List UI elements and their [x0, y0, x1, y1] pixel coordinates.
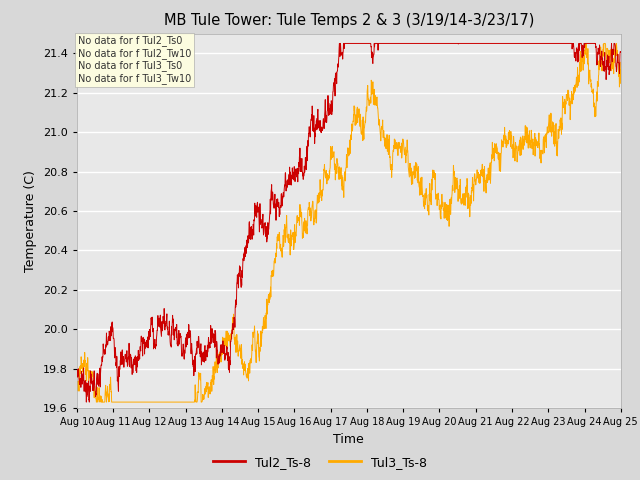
Tul3_Ts-8	[602, 42, 609, 48]
Title: MB Tule Tower: Tule Temps 2 & 3 (3/19/14-3/23/17): MB Tule Tower: Tule Temps 2 & 3 (3/19/14…	[164, 13, 534, 28]
Text: No data for f Tul2_Ts0
No data for f Tul2_Tw10
No data for f Tul3_Ts0
No data fo: No data for f Tul2_Ts0 No data for f Tul…	[78, 36, 191, 84]
Y-axis label: Temperature (C): Temperature (C)	[24, 170, 37, 272]
Tul3_Ts-8	[617, 60, 625, 65]
Tul3_Ts-8	[338, 183, 346, 189]
Legend: Tul2_Ts-8, Tul3_Ts-8: Tul2_Ts-8, Tul3_Ts-8	[209, 451, 431, 474]
Tul2_Ts-8	[617, 49, 625, 55]
Tul2_Ts-8	[338, 50, 346, 56]
Tul3_Ts-8	[93, 399, 100, 405]
Tul2_Ts-8	[101, 351, 109, 357]
Tul3_Ts-8	[323, 171, 331, 177]
Tul2_Ts-8	[73, 370, 81, 375]
Line: Tul3_Ts-8: Tul3_Ts-8	[77, 44, 621, 402]
Tul2_Ts-8	[335, 41, 343, 47]
Tul2_Ts-8	[602, 63, 609, 69]
Tul3_Ts-8	[582, 41, 589, 47]
Tul3_Ts-8	[602, 41, 609, 47]
Tul2_Ts-8	[602, 64, 609, 70]
Tul2_Ts-8	[323, 108, 331, 114]
Tul3_Ts-8	[101, 399, 109, 405]
Tul3_Ts-8	[73, 382, 81, 387]
Line: Tul2_Ts-8: Tul2_Ts-8	[77, 44, 621, 402]
X-axis label: Time: Time	[333, 432, 364, 445]
Tul3_Ts-8	[502, 139, 509, 144]
Tul2_Ts-8	[83, 399, 90, 405]
Tul2_Ts-8	[502, 41, 509, 47]
